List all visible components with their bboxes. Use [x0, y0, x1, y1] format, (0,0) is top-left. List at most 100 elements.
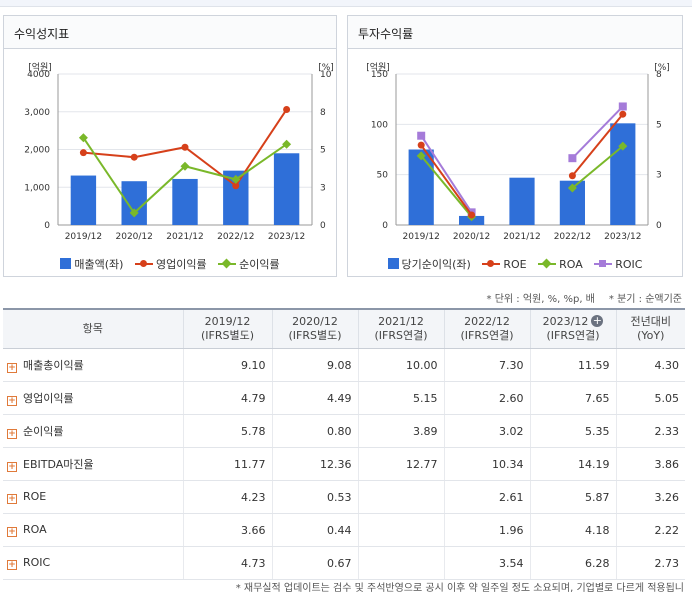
table-header-row: 항목 2019/12 (IFRS별도) 2020/12 (IFRS별도) 2021/… — [3, 308, 685, 349]
expand-icon[interactable]: + — [7, 494, 17, 504]
left-tick-label: 3,000 — [24, 108, 50, 118]
legend-item-roe[interactable]: ROE — [482, 258, 527, 271]
right-tick-label: 3 — [320, 183, 326, 193]
legend-item-net-income[interactable]: 당기순이익(좌) — [387, 256, 471, 272]
value-cell: 4.73 — [182, 546, 272, 580]
panel-header: 수익성지표 — [4, 16, 336, 49]
bar — [172, 178, 198, 225]
expand-icon[interactable]: + — [7, 462, 17, 472]
row-label: 순이익률 — [23, 425, 64, 438]
row-label: ROA — [23, 523, 47, 536]
top-tab-strip — [0, 0, 692, 7]
line-diamond-icon — [538, 258, 557, 269]
left-tick-label: 150 — [371, 70, 388, 80]
header-2022: 2022/12 (IFRS연결) — [443, 308, 530, 349]
legend-label: ROIC — [615, 258, 643, 271]
x-tick-label: 2023/12 — [268, 232, 305, 242]
expand-icon[interactable]: + — [7, 527, 17, 537]
value-cell: 4.18 — [529, 513, 616, 547]
series-point — [180, 161, 190, 171]
series-point — [79, 149, 87, 157]
row-label-cell: + EBITDA마진율 — [3, 447, 183, 481]
value-cell: 3.86 — [615, 447, 685, 481]
legend-item-op-margin[interactable]: 영업이익률 — [134, 256, 207, 272]
bar-swatch-icon — [387, 258, 399, 269]
header-yoy: 전년대비 (YoY) — [615, 308, 685, 349]
value-cell: 11.77 — [182, 447, 272, 481]
value-cell: 3.02 — [443, 414, 530, 448]
add-column-icon[interactable]: + — [591, 314, 604, 327]
chart-legend: 매출액(좌) 영업이익률 순이익률 — [4, 256, 336, 272]
bar — [273, 153, 300, 225]
panel-header: 투자수익률 — [348, 16, 682, 49]
left-tick-label: 2,000 — [24, 146, 50, 156]
row-label-cell: + 매출총이익률 — [3, 348, 183, 382]
left-tick-label: 100 — [371, 120, 388, 130]
legend-label: 매출액(좌) — [74, 258, 124, 271]
x-tick-label: 2023/12 — [604, 232, 641, 242]
bar — [408, 149, 434, 225]
panel-title: 투자수익률 — [358, 27, 414, 41]
legend-item-roa[interactable]: ROA — [538, 258, 583, 271]
x-tick-label: 2019/12 — [403, 232, 440, 242]
value-cell: 9.08 — [271, 348, 358, 382]
row-label: ROE — [23, 490, 47, 503]
x-tick-label: 2019/12 — [65, 232, 102, 242]
profitability-panel: 수익성지표 [억원] [%] 0 1,000 2,000 3,000 4000 0 3 5 8 10 2… — [3, 15, 337, 277]
x-tick-label: 2022/12 — [217, 232, 254, 242]
series-line — [571, 113, 624, 177]
series-point — [283, 105, 291, 113]
legend-item-sales[interactable]: 매출액(좌) — [60, 256, 123, 272]
legend-item-net-margin[interactable]: 순이익률 — [218, 256, 280, 272]
value-cell: 5.87 — [529, 480, 616, 514]
legend-label: ROE — [503, 258, 527, 271]
value-cell: 12.36 — [271, 447, 358, 481]
row-label: ROIC — [23, 556, 51, 569]
value-cell: 7.30 — [443, 348, 530, 382]
value-cell — [357, 480, 444, 514]
table-row: + 매출총이익률 9.10 9.08 10.00 7.30 11.59 4.30 — [3, 348, 685, 382]
legend-item-roic[interactable]: ROIC — [594, 258, 642, 271]
row-label: 매출총이익률 — [23, 359, 84, 372]
series-point — [129, 208, 139, 218]
expand-icon[interactable]: + — [7, 560, 17, 570]
right-unit: [%] — [654, 63, 670, 73]
right-tick-label: 5 — [656, 120, 662, 130]
table-row: + 순이익률 5.78 0.80 3.89 3.02 5.35 2.33 — [3, 414, 685, 448]
row-label-cell: + ROA — [3, 513, 183, 547]
right-tick-label: 10 — [320, 70, 332, 80]
header-2023: 2023/12 + (IFRS연결) — [529, 308, 616, 349]
value-cell: 3.54 — [443, 546, 530, 580]
legend-label: ROA — [559, 258, 583, 271]
value-cell: 12.77 — [357, 447, 444, 481]
value-cell: 4.30 — [615, 348, 685, 382]
value-cell: 5.15 — [357, 381, 444, 415]
expand-icon[interactable]: + — [7, 396, 17, 406]
value-cell: 7.65 — [529, 381, 616, 415]
right-tick-label: 0 — [320, 221, 326, 231]
value-cell: 3.26 — [615, 480, 685, 514]
legend-label: 당기순이익(좌) — [401, 258, 471, 271]
expand-icon[interactable]: + — [7, 429, 17, 439]
panel-title: 수익성지표 — [14, 27, 70, 41]
unit-note: * 단위 : 억원, %, %p, 배 — [486, 294, 595, 305]
value-cell — [357, 546, 444, 580]
investment-return-panel: 투자수익률 [억원] [%] 0 50 100 150 0 3 5 8 2019/12 2020/12… — [347, 15, 683, 277]
value-cell: 0.67 — [271, 546, 358, 580]
series-point — [232, 182, 240, 190]
value-cell: 3.89 — [357, 414, 444, 448]
value-cell: 0.44 — [271, 513, 358, 547]
series-point — [619, 110, 627, 118]
table-row: + 영업이익률 4.79 4.49 5.15 2.60 7.65 5.05 — [3, 381, 685, 415]
legend-label: 영업이익률 — [155, 258, 207, 271]
row-label-cell: + 순이익률 — [3, 414, 183, 448]
right-tick-label: 5 — [320, 146, 326, 156]
value-cell: 2.60 — [443, 381, 530, 415]
bar — [509, 177, 535, 225]
expand-icon[interactable]: + — [7, 363, 17, 373]
row-label-cell: + ROIC — [3, 546, 183, 580]
table-row: + EBITDA마진율 11.77 12.36 12.77 10.34 14.19 3.86 — [3, 447, 685, 481]
x-tick-label: 2020/12 — [116, 232, 153, 242]
right-unit: [%] — [318, 63, 334, 73]
value-cell: 3.66 — [182, 513, 272, 547]
